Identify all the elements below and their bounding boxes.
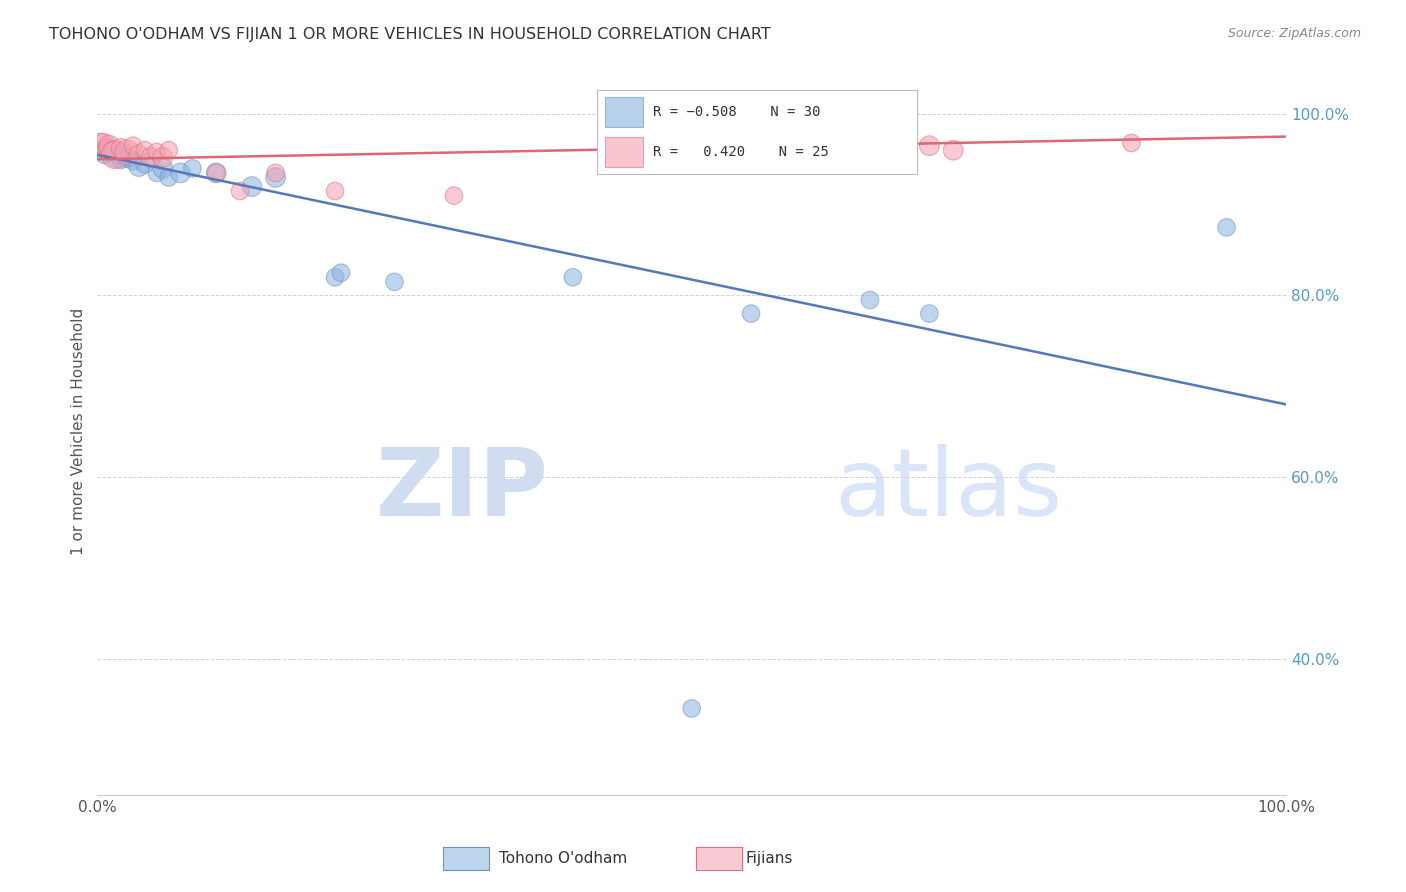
Point	[443, 188, 465, 202]
Point	[134, 143, 156, 157]
Point	[205, 166, 228, 180]
Text: TOHONO O'ODHAM VS FIJIAN 1 OR MORE VEHICLES IN HOUSEHOLD CORRELATION CHART: TOHONO O'ODHAM VS FIJIAN 1 OR MORE VEHIC…	[49, 27, 770, 42]
Point	[93, 147, 115, 161]
Point	[139, 151, 162, 165]
Point	[799, 143, 821, 157]
Point	[128, 160, 150, 174]
Point	[740, 307, 762, 321]
Point	[146, 166, 169, 180]
Point	[205, 166, 228, 180]
Point	[1121, 136, 1143, 150]
Point	[91, 138, 114, 153]
Point	[330, 266, 353, 280]
Point	[264, 166, 287, 180]
Point	[240, 179, 263, 194]
Point	[110, 153, 132, 167]
Point	[134, 157, 156, 171]
Point	[229, 184, 252, 198]
Text: Tohono O'odham: Tohono O'odham	[499, 851, 627, 865]
Point	[942, 143, 965, 157]
Point	[122, 138, 145, 153]
Point	[323, 184, 346, 198]
Point	[264, 170, 287, 185]
Point	[152, 151, 174, 165]
Point	[107, 147, 129, 161]
Point	[101, 143, 124, 157]
Point	[128, 147, 150, 161]
Point	[96, 141, 118, 155]
Point	[96, 141, 118, 155]
Point	[104, 147, 127, 161]
Point	[157, 143, 180, 157]
Point	[859, 293, 882, 307]
Point	[115, 151, 138, 165]
Point	[859, 141, 882, 155]
Point	[115, 145, 138, 159]
Text: Source: ZipAtlas.com: Source: ZipAtlas.com	[1227, 27, 1361, 40]
Point	[91, 143, 114, 157]
Point	[157, 170, 180, 185]
Point	[323, 270, 346, 285]
Point	[169, 166, 191, 180]
Point	[384, 275, 406, 289]
Point	[146, 145, 169, 159]
Text: Fijians: Fijians	[745, 851, 793, 865]
Point	[98, 145, 121, 159]
Point	[100, 143, 122, 157]
Point	[1215, 220, 1237, 235]
Text: ZIP: ZIP	[377, 443, 548, 536]
Point	[112, 145, 135, 159]
Y-axis label: 1 or more Vehicles in Household: 1 or more Vehicles in Household	[72, 308, 86, 555]
Point	[681, 701, 703, 715]
Point	[561, 270, 583, 285]
Point	[104, 151, 127, 165]
Point	[152, 161, 174, 176]
Point	[110, 141, 132, 155]
Point	[918, 138, 941, 153]
Point	[90, 136, 112, 150]
Point	[98, 138, 121, 153]
Text: atlas: atlas	[834, 443, 1063, 536]
Point	[181, 161, 204, 176]
Point	[918, 307, 941, 321]
Point	[122, 154, 145, 169]
